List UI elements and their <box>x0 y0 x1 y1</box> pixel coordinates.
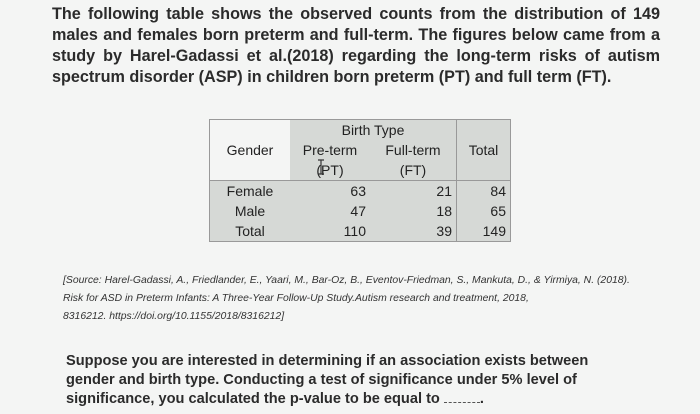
cell-fullterm: 18 <box>436 203 452 219</box>
cell-fullterm: 39 <box>370 221 457 242</box>
cell-preterm: 110 <box>290 221 370 242</box>
source-citation: [Source: Harel-Gadassi, A., Friedlander,… <box>63 272 655 326</box>
col-preterm-header: Pre-term <box>290 140 370 160</box>
cell-total: 65 <box>456 201 511 221</box>
source-line: 8316212. https://doi.org/10.1155/2018/83… <box>63 311 285 322</box>
text-cursor-icon <box>318 159 324 175</box>
col-fullterm-header: Full-term <box>370 140 457 160</box>
row-label: Male <box>209 201 290 221</box>
row-label: Total <box>209 221 290 242</box>
source-line: [Source: Harel-Gadassi, A., Friedlander,… <box>63 275 630 286</box>
gender-header: Gender <box>209 140 290 160</box>
row-label: Female <box>209 180 290 201</box>
table-row: Female 63 21 84 <box>209 180 511 201</box>
source-line: Risk for ASD in Preterm Infants: A Three… <box>63 293 529 304</box>
answer-blank[interactable] <box>443 391 480 403</box>
col-total-header: Total <box>456 140 511 160</box>
table-row: Male 47 18 65 <box>209 201 511 221</box>
question-body: Suppose you are interested in determinin… <box>66 353 589 407</box>
col-preterm-abbr: (PT) <box>290 160 370 181</box>
cell-preterm: 63 <box>350 183 366 199</box>
birth-type-header: Birth Type <box>290 119 457 140</box>
col-fullterm-abbr: (FT) <box>370 160 457 181</box>
table-row: Total 110 39 149 <box>209 221 511 242</box>
cell-total: 84 <box>456 180 511 201</box>
question-text: Suppose you are interested in determinin… <box>66 352 636 409</box>
cell-fullterm: 21 <box>436 183 452 199</box>
blank-suffix: . <box>479 391 484 407</box>
cell-total: 149 <box>456 221 511 242</box>
intro-paragraph: The following table shows the observed c… <box>52 5 660 86</box>
contingency-table: Birth Type Gender Pre-term Full-term Tot… <box>209 119 511 242</box>
cell-preterm: 47 <box>350 203 366 219</box>
